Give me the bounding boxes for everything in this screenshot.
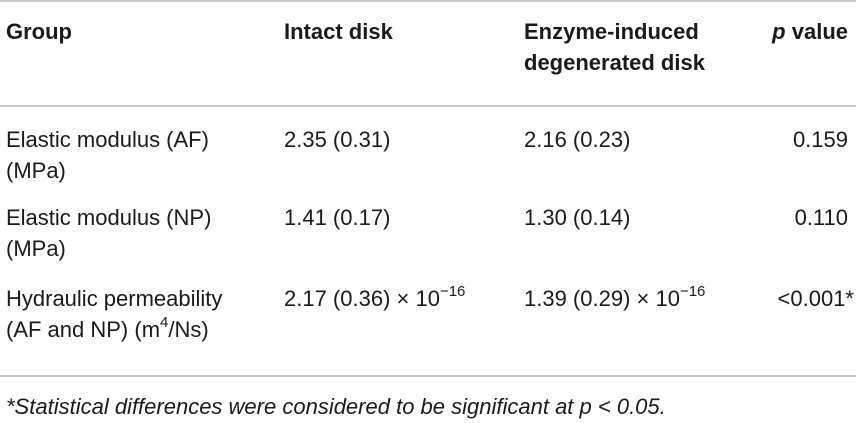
row-degenerated-exponent: −16 bbox=[679, 282, 706, 300]
header-group: Group bbox=[6, 19, 72, 44]
row-intact-base: 2.17 (0.36) × 10 bbox=[284, 286, 440, 311]
header-intact-disk: Intact disk bbox=[284, 19, 393, 44]
row-degenerated-base: 1.39 (0.29) × 10 bbox=[524, 286, 680, 311]
header-degenerated-disk: Enzyme-induced degenerated disk bbox=[524, 16, 705, 78]
row-degenerated-value: 2.16 (0.23) bbox=[524, 127, 631, 152]
header-p-value: p value bbox=[772, 16, 848, 47]
table-top-rule bbox=[0, 0, 856, 2]
row-group-label: Elastic modulus (AF) (MPa) bbox=[6, 124, 209, 186]
row-intact-value: 2.35 (0.31) bbox=[284, 127, 391, 152]
row-group-line1: Elastic modulus (NP) bbox=[6, 205, 212, 230]
row-group-label: Hydraulic permeability (AF and NP) (m4/N… bbox=[6, 283, 222, 345]
row-group-line1: Elastic modulus (AF) bbox=[6, 127, 209, 152]
header-degenerated-line2: degenerated disk bbox=[524, 50, 705, 75]
row-group-line2-pre: (AF and NP) (m bbox=[6, 317, 161, 342]
row-degenerated-value: 1.39 (0.29) × 10−16 bbox=[524, 283, 705, 314]
row-group-line2: (MPa) bbox=[6, 236, 66, 261]
row-group-label: Elastic modulus (NP) (MPa) bbox=[6, 202, 211, 264]
row-intact-value: 1.41 (0.17) bbox=[284, 205, 391, 230]
row-intact-exponent: −16 bbox=[439, 282, 466, 300]
row-group-line2: (MPa) bbox=[6, 158, 66, 183]
header-rule bbox=[0, 105, 856, 107]
row-intact-value: 2.17 (0.36) × 10−16 bbox=[284, 283, 465, 314]
row-p-value: 0.110 bbox=[794, 205, 848, 230]
row-group-line2: (AF and NP) (m4/Ns) bbox=[6, 314, 222, 345]
row-degenerated-value: 1.30 (0.14) bbox=[524, 205, 631, 230]
row-p-value: <0.001* bbox=[777, 286, 854, 311]
row-group-line2-superscript: 4 bbox=[160, 313, 169, 331]
row-group-line1: Hydraulic permeability bbox=[6, 286, 223, 311]
row-p-value: 0.159 bbox=[792, 127, 848, 152]
table-bottom-rule bbox=[0, 375, 856, 377]
row-group-line2-post: /Ns) bbox=[168, 317, 209, 342]
header-p-symbol: p bbox=[772, 19, 786, 44]
table-footnote: *Statistical differences were considered… bbox=[6, 394, 666, 419]
header-degenerated-line1: Enzyme-induced bbox=[524, 19, 699, 44]
header-p-rest: value bbox=[785, 19, 848, 44]
